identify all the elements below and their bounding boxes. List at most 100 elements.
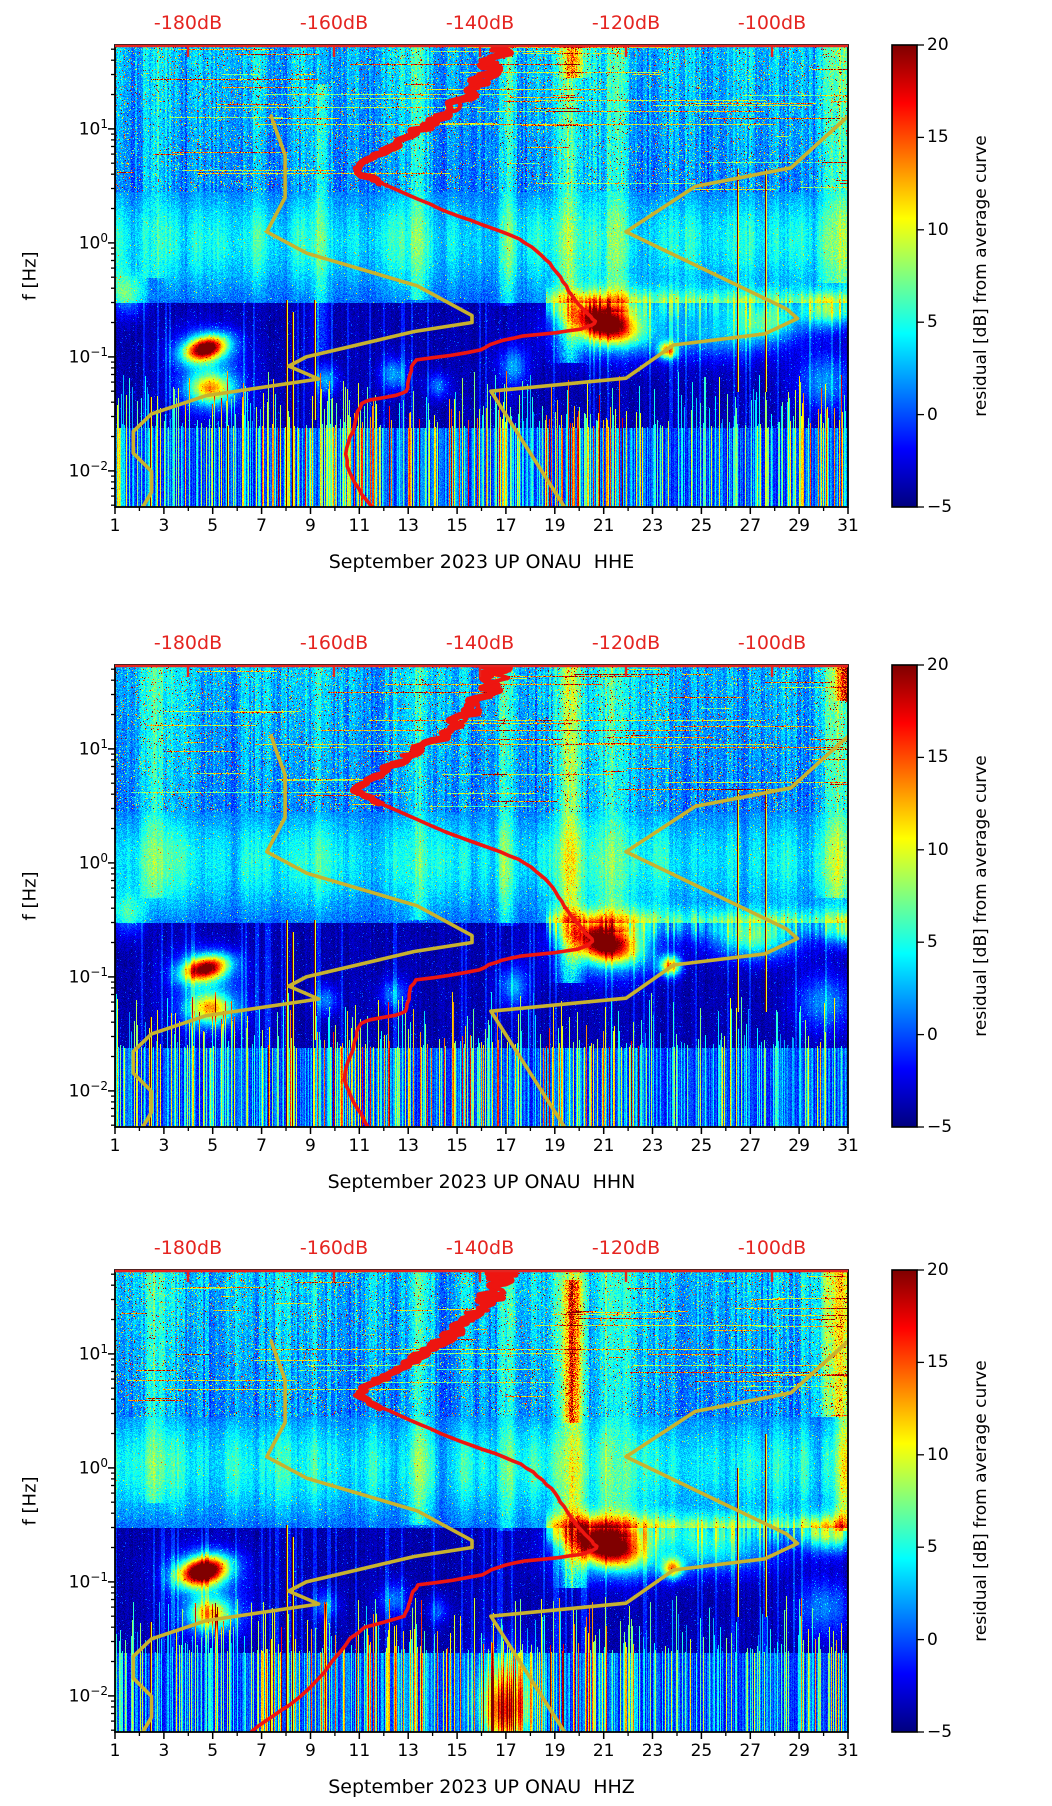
colorbar-tick-label: 0 (927, 404, 938, 425)
colorbar-tick-label: 10 (927, 1444, 949, 1465)
colorbar-tick-label: 20 (927, 1260, 949, 1280)
x-tick-label: 25 (690, 516, 713, 536)
y-tick-label: 101 (78, 736, 108, 760)
top-db-tick-label: -140dB (445, 12, 515, 34)
x-tick-label: 31 (837, 1136, 859, 1156)
x-tick-label: 3 (158, 1136, 170, 1156)
colorbar-label: residual [dB] from average curve (971, 1360, 991, 1642)
colorbar-tick-label: 15 (927, 747, 949, 768)
psd-curve-top2 (352, 45, 513, 185)
x-tick-label: 23 (641, 1741, 664, 1761)
colorbar-gradient-hhz (892, 1270, 917, 1732)
colorbar-tick-label: −5 (927, 1722, 953, 1742)
colorbar-tick-label: 5 (927, 932, 938, 953)
x-tick-label: 7 (256, 516, 268, 536)
x-tick-label: 11 (348, 1136, 371, 1156)
y-tick-label: 10−1 (68, 344, 108, 368)
y-tick-label: 101 (78, 116, 108, 140)
x-tick-label: 25 (690, 1741, 713, 1761)
x-tick-label: 13 (397, 1136, 420, 1156)
x-tick-label: 3 (158, 1741, 170, 1761)
colorbar-tick-label: 20 (927, 655, 949, 675)
x-tick-label: 11 (348, 1741, 371, 1761)
x-tick-label: 9 (305, 516, 316, 536)
y-tick-label: 10−1 (68, 1569, 108, 1593)
nlnm-curve (131, 1339, 474, 1732)
x-tick-label: 11 (348, 516, 371, 536)
top-db-axis (115, 1269, 848, 1282)
y-tick-label: 101 (78, 1341, 108, 1365)
top-db-tick-label: -160dB (299, 632, 369, 654)
y-tick-label: 10−1 (68, 964, 108, 988)
top-db-tick-label: -180dB (153, 1237, 223, 1259)
x-tick-label: 27 (739, 1741, 762, 1761)
colorbar-tick-label: 0 (927, 1024, 938, 1045)
colorbar-tick-label: 0 (927, 1629, 938, 1650)
x-tick-label: 15 (446, 1741, 468, 1761)
axis-title: September 2023 UP ONAU HHE (328, 551, 635, 573)
psd-curve-top2 (352, 1270, 519, 1410)
colorbar-frame (891, 44, 918, 508)
colorbar-tick-label: 15 (927, 127, 949, 148)
x-tick-label: 7 (256, 1741, 268, 1761)
colorbar-frame (891, 664, 918, 1128)
x-tick-label: 31 (837, 1741, 859, 1761)
x-tick-label: 19 (543, 516, 566, 536)
psd-curve (249, 1405, 599, 1732)
x-tick-label: 1 (109, 1136, 121, 1156)
top-db-tick-label: -120dB (591, 1237, 661, 1259)
x-tick-label: 17 (495, 1741, 517, 1761)
x-tick-label: 27 (739, 516, 762, 536)
x-tick-label: 9 (305, 1136, 316, 1156)
top-db-tick-label: -100dB (737, 1237, 807, 1259)
x-tick-label: 23 (641, 516, 664, 536)
x-tick-label: 19 (543, 1136, 566, 1156)
x-tick-label: 17 (495, 516, 517, 536)
x-tick-label: 19 (543, 1741, 566, 1761)
x-tick-label: 31 (837, 516, 859, 536)
x-tick-label: 17 (495, 1136, 517, 1156)
top-db-axis (115, 664, 848, 677)
y-tick-label: 100 (78, 850, 108, 874)
axis-title: September 2023 UP ONAU HHZ (328, 1776, 635, 1798)
x-tick-label: 29 (788, 516, 810, 536)
x-tick-label: 5 (207, 516, 219, 536)
x-tick-label: 21 (592, 1741, 615, 1761)
x-tick-label: 13 (397, 1741, 420, 1761)
x-tick-label: 7 (256, 1136, 268, 1156)
spectrogram-heatmap-hhz (115, 1270, 848, 1732)
y-tick-label: 10−2 (68, 458, 108, 482)
colorbar-tick-label: −5 (927, 497, 953, 517)
x-tick-label: 21 (592, 516, 615, 536)
top-db-tick-label: -180dB (153, 632, 223, 654)
y-tick-label: 100 (78, 230, 108, 254)
x-tick-label: 1 (109, 1741, 121, 1761)
nhnm-curve (489, 734, 848, 1127)
colorbar-tick-label: −5 (927, 1117, 953, 1137)
top-db-tick-label: -140dB (445, 632, 515, 654)
plot-frame (114, 1269, 849, 1733)
colorbar-tick-label: 20 (927, 35, 949, 55)
top-db-tick-label: -100dB (737, 632, 807, 654)
y-tick-label: 10−2 (68, 1683, 108, 1707)
x-tick-label: 1 (109, 516, 121, 536)
top-db-tick-label: -100dB (737, 12, 807, 34)
top-db-tick-label: -160dB (299, 12, 369, 34)
x-tick-label: 29 (788, 1136, 810, 1156)
y-axis-label: f [Hz] (19, 1476, 41, 1526)
top-db-tick-label: -120dB (591, 12, 661, 34)
spectrogram-heatmap-hhn (115, 665, 848, 1127)
colorbar-tick-label: 15 (927, 1352, 949, 1373)
axis-ticks (108, 44, 924, 514)
top-db-tick-label: -160dB (299, 1237, 369, 1259)
colorbar-gradient-hhe (892, 45, 917, 507)
colorbar-tick-label: 5 (927, 312, 938, 333)
x-tick-label: 5 (207, 1136, 219, 1156)
colorbar-tick-label: 5 (927, 1537, 938, 1558)
top-db-axis (115, 44, 848, 57)
